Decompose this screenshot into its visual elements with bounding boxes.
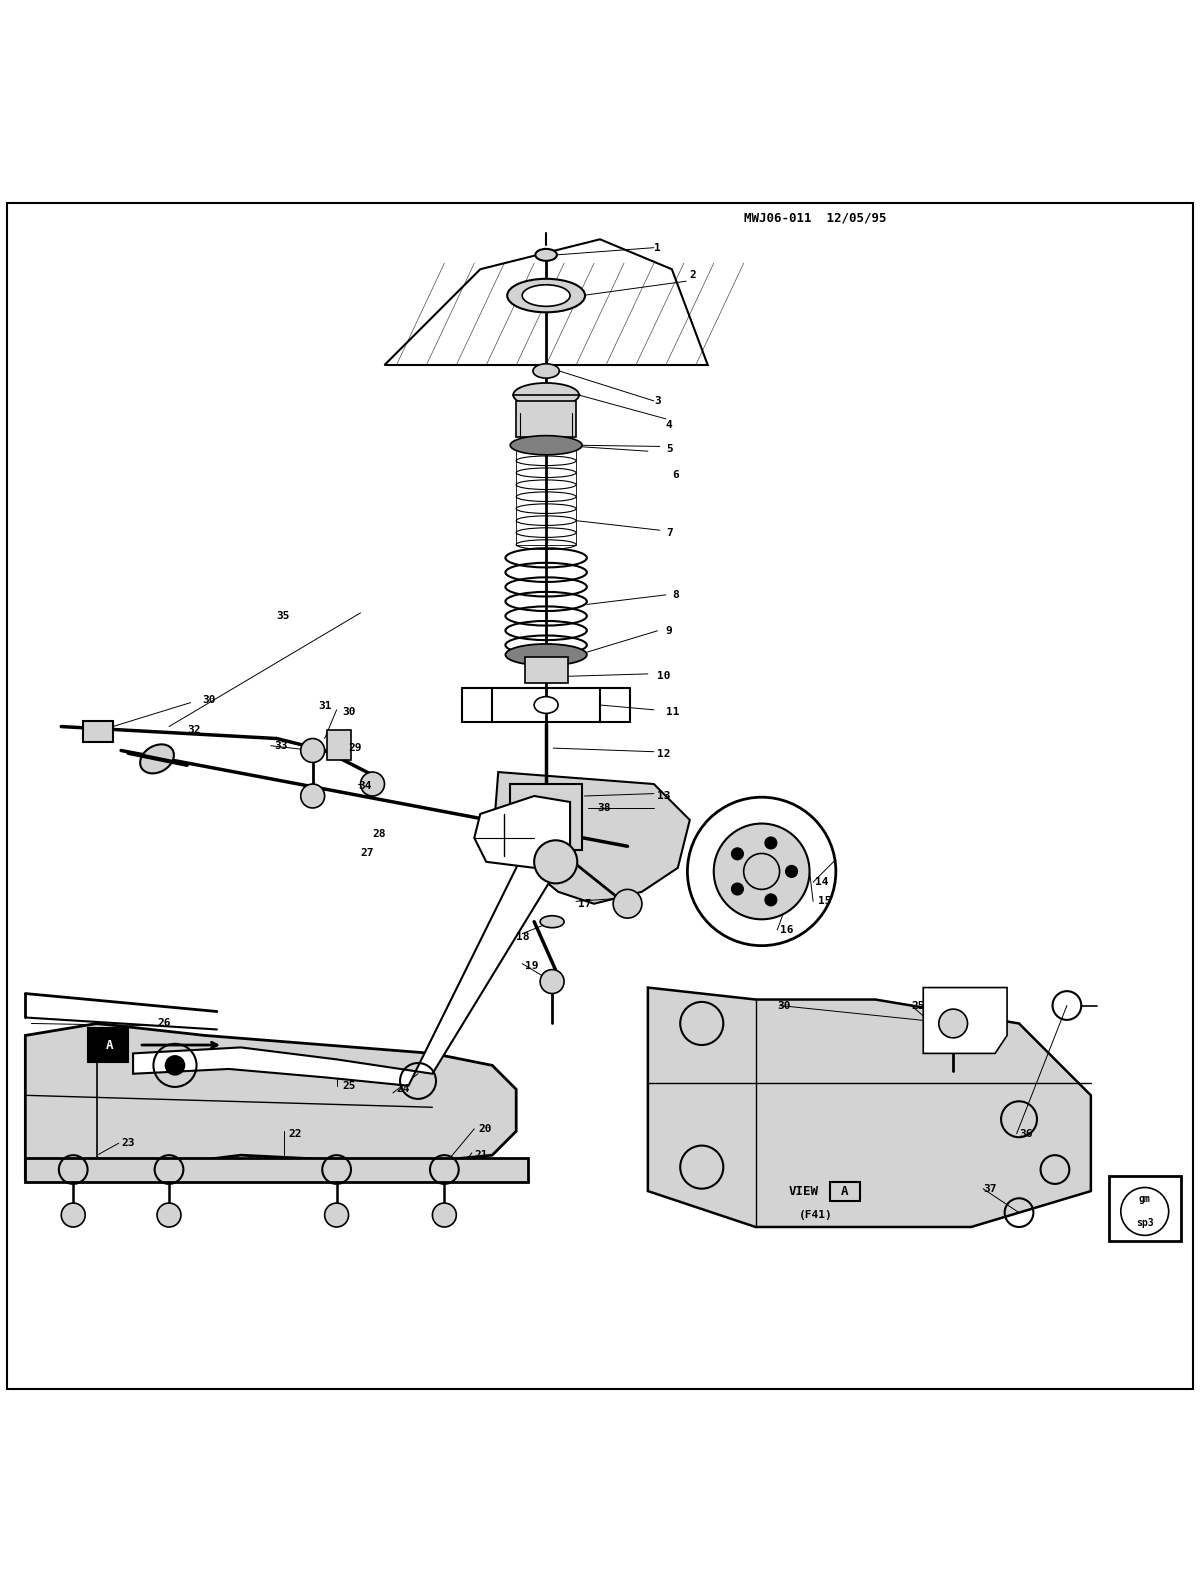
Text: 37: 37: [983, 1184, 997, 1194]
Circle shape: [938, 1009, 967, 1038]
Polygon shape: [648, 987, 1091, 1227]
Text: sp3: sp3: [1136, 1218, 1153, 1229]
Text: 36: 36: [1019, 1129, 1032, 1138]
Text: 26: 26: [157, 1019, 170, 1028]
Text: 25: 25: [911, 1000, 925, 1011]
Ellipse shape: [540, 915, 564, 928]
Text: 31: 31: [319, 700, 332, 712]
Circle shape: [534, 841, 577, 884]
Text: 8: 8: [672, 591, 678, 600]
Circle shape: [613, 890, 642, 919]
Polygon shape: [25, 1024, 516, 1180]
Text: 13: 13: [658, 791, 671, 801]
Circle shape: [764, 893, 776, 906]
Bar: [510, 783, 582, 850]
Text: 18: 18: [516, 933, 529, 942]
Ellipse shape: [535, 248, 557, 261]
Text: MWJ06-011  12/05/95: MWJ06-011 12/05/95: [744, 212, 887, 224]
Text: 11: 11: [666, 707, 679, 716]
Circle shape: [360, 772, 384, 796]
Text: 23: 23: [121, 1138, 134, 1148]
Text: 15: 15: [818, 896, 832, 906]
Circle shape: [732, 884, 743, 895]
Ellipse shape: [533, 365, 559, 379]
Circle shape: [166, 1055, 185, 1075]
Text: 3: 3: [654, 396, 661, 406]
Text: A: A: [106, 1038, 113, 1052]
Text: A: A: [840, 1184, 848, 1197]
Circle shape: [61, 1204, 85, 1227]
Text: (F41): (F41): [799, 1210, 833, 1219]
Ellipse shape: [522, 285, 570, 306]
Text: 2: 2: [690, 271, 696, 280]
Circle shape: [732, 849, 743, 860]
Text: 12: 12: [658, 750, 671, 759]
Text: 30: 30: [342, 707, 356, 716]
Text: 16: 16: [780, 925, 793, 935]
Bar: [25, 1157, 528, 1181]
Text: 30: 30: [778, 1000, 791, 1011]
Polygon shape: [492, 772, 690, 904]
Text: 27: 27: [360, 849, 374, 858]
Ellipse shape: [505, 643, 587, 665]
Polygon shape: [474, 796, 570, 868]
Circle shape: [540, 970, 564, 993]
Text: 17: 17: [578, 899, 592, 909]
Text: 20: 20: [478, 1124, 491, 1134]
Text: 4: 4: [666, 420, 672, 430]
Text: 25: 25: [342, 1081, 356, 1091]
Text: 6: 6: [672, 470, 678, 481]
Bar: [524, 657, 568, 683]
Text: 14: 14: [816, 877, 829, 887]
Circle shape: [325, 1204, 348, 1227]
Text: 38: 38: [598, 802, 611, 814]
Bar: [88, 1028, 128, 1062]
Text: 32: 32: [187, 724, 200, 736]
Bar: [516, 401, 576, 436]
Circle shape: [301, 739, 325, 763]
Ellipse shape: [508, 279, 586, 312]
Text: 10: 10: [658, 672, 671, 681]
Bar: [492, 688, 600, 721]
Text: 33: 33: [275, 740, 288, 751]
Text: 35: 35: [277, 611, 290, 621]
Text: 22: 22: [289, 1129, 302, 1138]
Circle shape: [157, 1204, 181, 1227]
Text: 19: 19: [524, 962, 538, 971]
Text: 28: 28: [372, 829, 386, 839]
Text: 34: 34: [358, 782, 372, 791]
Text: gm: gm: [1139, 1194, 1151, 1205]
Bar: [830, 1181, 859, 1200]
Circle shape: [301, 783, 325, 809]
Ellipse shape: [140, 745, 174, 774]
Bar: [516, 449, 576, 544]
Circle shape: [432, 1204, 456, 1227]
Text: 21: 21: [474, 1149, 487, 1161]
Bar: [1109, 1175, 1181, 1242]
Text: 7: 7: [666, 527, 672, 538]
Circle shape: [786, 866, 798, 877]
Polygon shape: [133, 856, 558, 1086]
Circle shape: [764, 837, 776, 849]
Ellipse shape: [514, 384, 580, 408]
Text: 24: 24: [396, 1084, 410, 1094]
Text: 9: 9: [666, 626, 672, 635]
Ellipse shape: [510, 436, 582, 455]
Text: 30: 30: [203, 696, 216, 705]
Bar: [83, 721, 113, 742]
Text: 1: 1: [654, 242, 661, 253]
Ellipse shape: [534, 697, 558, 713]
Text: 29: 29: [348, 743, 362, 753]
Text: 5: 5: [666, 444, 672, 454]
Bar: [328, 731, 350, 759]
Circle shape: [714, 823, 810, 919]
Polygon shape: [923, 987, 1007, 1054]
Text: VIEW: VIEW: [788, 1184, 818, 1197]
